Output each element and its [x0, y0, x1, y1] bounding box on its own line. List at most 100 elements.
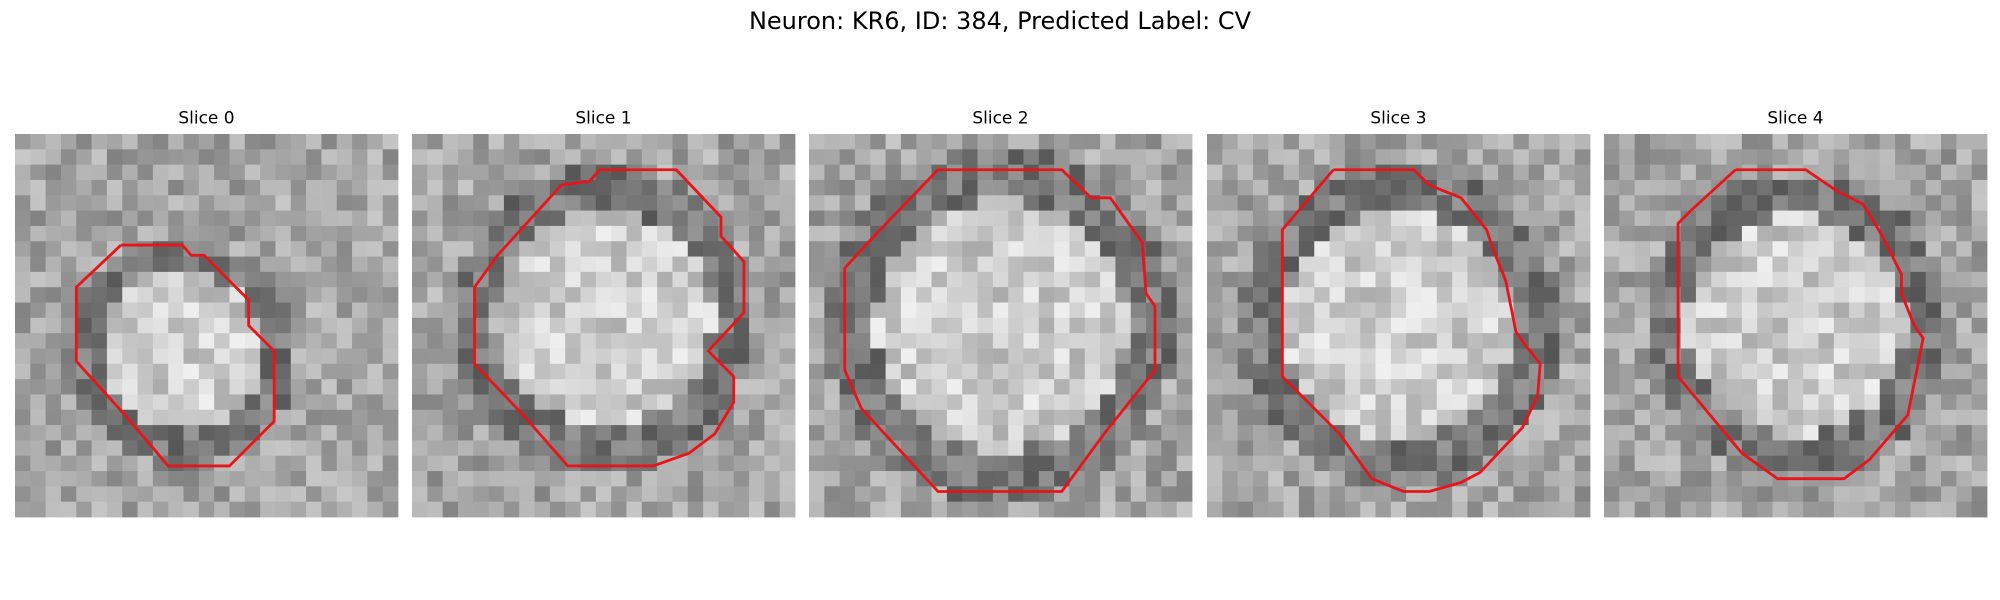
pixel: [1008, 486, 1024, 503]
pixel: [1452, 486, 1468, 503]
pixel: [1665, 440, 1681, 457]
pixel: [885, 179, 902, 196]
pixel: [1023, 394, 1040, 411]
pixel: [1544, 471, 1560, 487]
pixel: [1084, 455, 1101, 472]
pixel: [1008, 164, 1024, 181]
pixel: [1818, 164, 1835, 181]
pixel: [565, 149, 581, 166]
pixel: [352, 195, 368, 211]
pixel: [931, 287, 948, 303]
pixel: [1513, 241, 1530, 257]
pixel: [1803, 287, 1819, 303]
pixel: [1971, 149, 1988, 166]
pixel: [1406, 486, 1422, 503]
pixel: [1375, 225, 1392, 242]
pixel: [1864, 425, 1881, 441]
pixel: [1726, 348, 1743, 365]
pixel: [764, 425, 781, 441]
pixel: [1161, 287, 1178, 303]
pixel: [60, 195, 77, 211]
pixel: [457, 179, 474, 196]
pixel: [1634, 241, 1651, 257]
pixel: [1803, 302, 1819, 319]
pixel: [1237, 302, 1254, 319]
pixel: [1252, 210, 1269, 227]
pixel: [1665, 486, 1681, 503]
pixel: [1375, 302, 1392, 319]
pixel: [916, 455, 932, 472]
pixel: [1649, 179, 1666, 196]
pixel: [106, 409, 123, 426]
pixel: [1757, 241, 1773, 257]
pixel: [870, 317, 886, 334]
pixel: [870, 287, 886, 303]
pixel: [1436, 210, 1453, 227]
pixel: [1787, 394, 1804, 411]
pixel: [931, 333, 948, 349]
pixel: [764, 394, 781, 411]
pixel: [198, 363, 215, 380]
pixel: [1619, 333, 1636, 349]
pixel: [198, 394, 215, 411]
pixel: [45, 149, 62, 166]
pixel: [1283, 225, 1300, 242]
pixel: [687, 164, 704, 181]
pixel: [1864, 287, 1881, 303]
pixel: [1498, 164, 1514, 181]
pixel: [306, 394, 322, 411]
pixel: [900, 271, 917, 288]
pixel: [60, 425, 77, 441]
pixel: [854, 486, 871, 503]
pixel: [1038, 164, 1055, 181]
pixel: [703, 317, 719, 334]
pixel: [183, 394, 200, 411]
pixel: [336, 287, 353, 303]
pixel: [488, 455, 505, 472]
pixel: [1726, 149, 1743, 166]
pixel: [1130, 195, 1147, 211]
pixel: [352, 225, 368, 242]
pixel: [45, 486, 62, 503]
pixel: [1467, 256, 1484, 273]
pixel: [1757, 134, 1773, 150]
pixel: [1467, 363, 1484, 380]
pixel: [214, 134, 230, 150]
pixel: [1161, 241, 1178, 257]
pixel: [1498, 149, 1514, 166]
pixel: [306, 471, 322, 487]
pixel: [168, 333, 184, 349]
pixel: [382, 256, 399, 273]
pixel: [595, 241, 612, 257]
pixel: [1161, 179, 1178, 196]
pixel: [275, 501, 292, 518]
pixel: [1559, 379, 1576, 395]
pixel: [839, 225, 856, 242]
pixel: [91, 179, 108, 196]
pixel: [1604, 363, 1620, 380]
pixel: [977, 394, 994, 411]
pixel: [1467, 225, 1484, 242]
pixel: [1956, 471, 1973, 487]
pixel: [1711, 210, 1727, 227]
pixel: [549, 379, 566, 395]
pixel: [749, 471, 765, 487]
pixel: [1757, 363, 1773, 380]
pixel: [290, 134, 307, 150]
pixel: [1298, 271, 1315, 288]
pixel: [1008, 256, 1024, 273]
pixel: [749, 333, 765, 349]
pixel: [1925, 317, 1942, 334]
pixel: [336, 348, 353, 365]
pixel: [1772, 164, 1789, 181]
pixel: [1956, 164, 1973, 181]
pixel: [1237, 164, 1254, 181]
pixel: [260, 379, 276, 395]
pixel: [1879, 348, 1896, 365]
pixel: [1207, 210, 1223, 227]
pixel: [1406, 210, 1422, 227]
pixel: [473, 225, 489, 242]
pixel: [977, 486, 994, 503]
pixel: [733, 256, 750, 273]
pixel: [1741, 164, 1758, 181]
